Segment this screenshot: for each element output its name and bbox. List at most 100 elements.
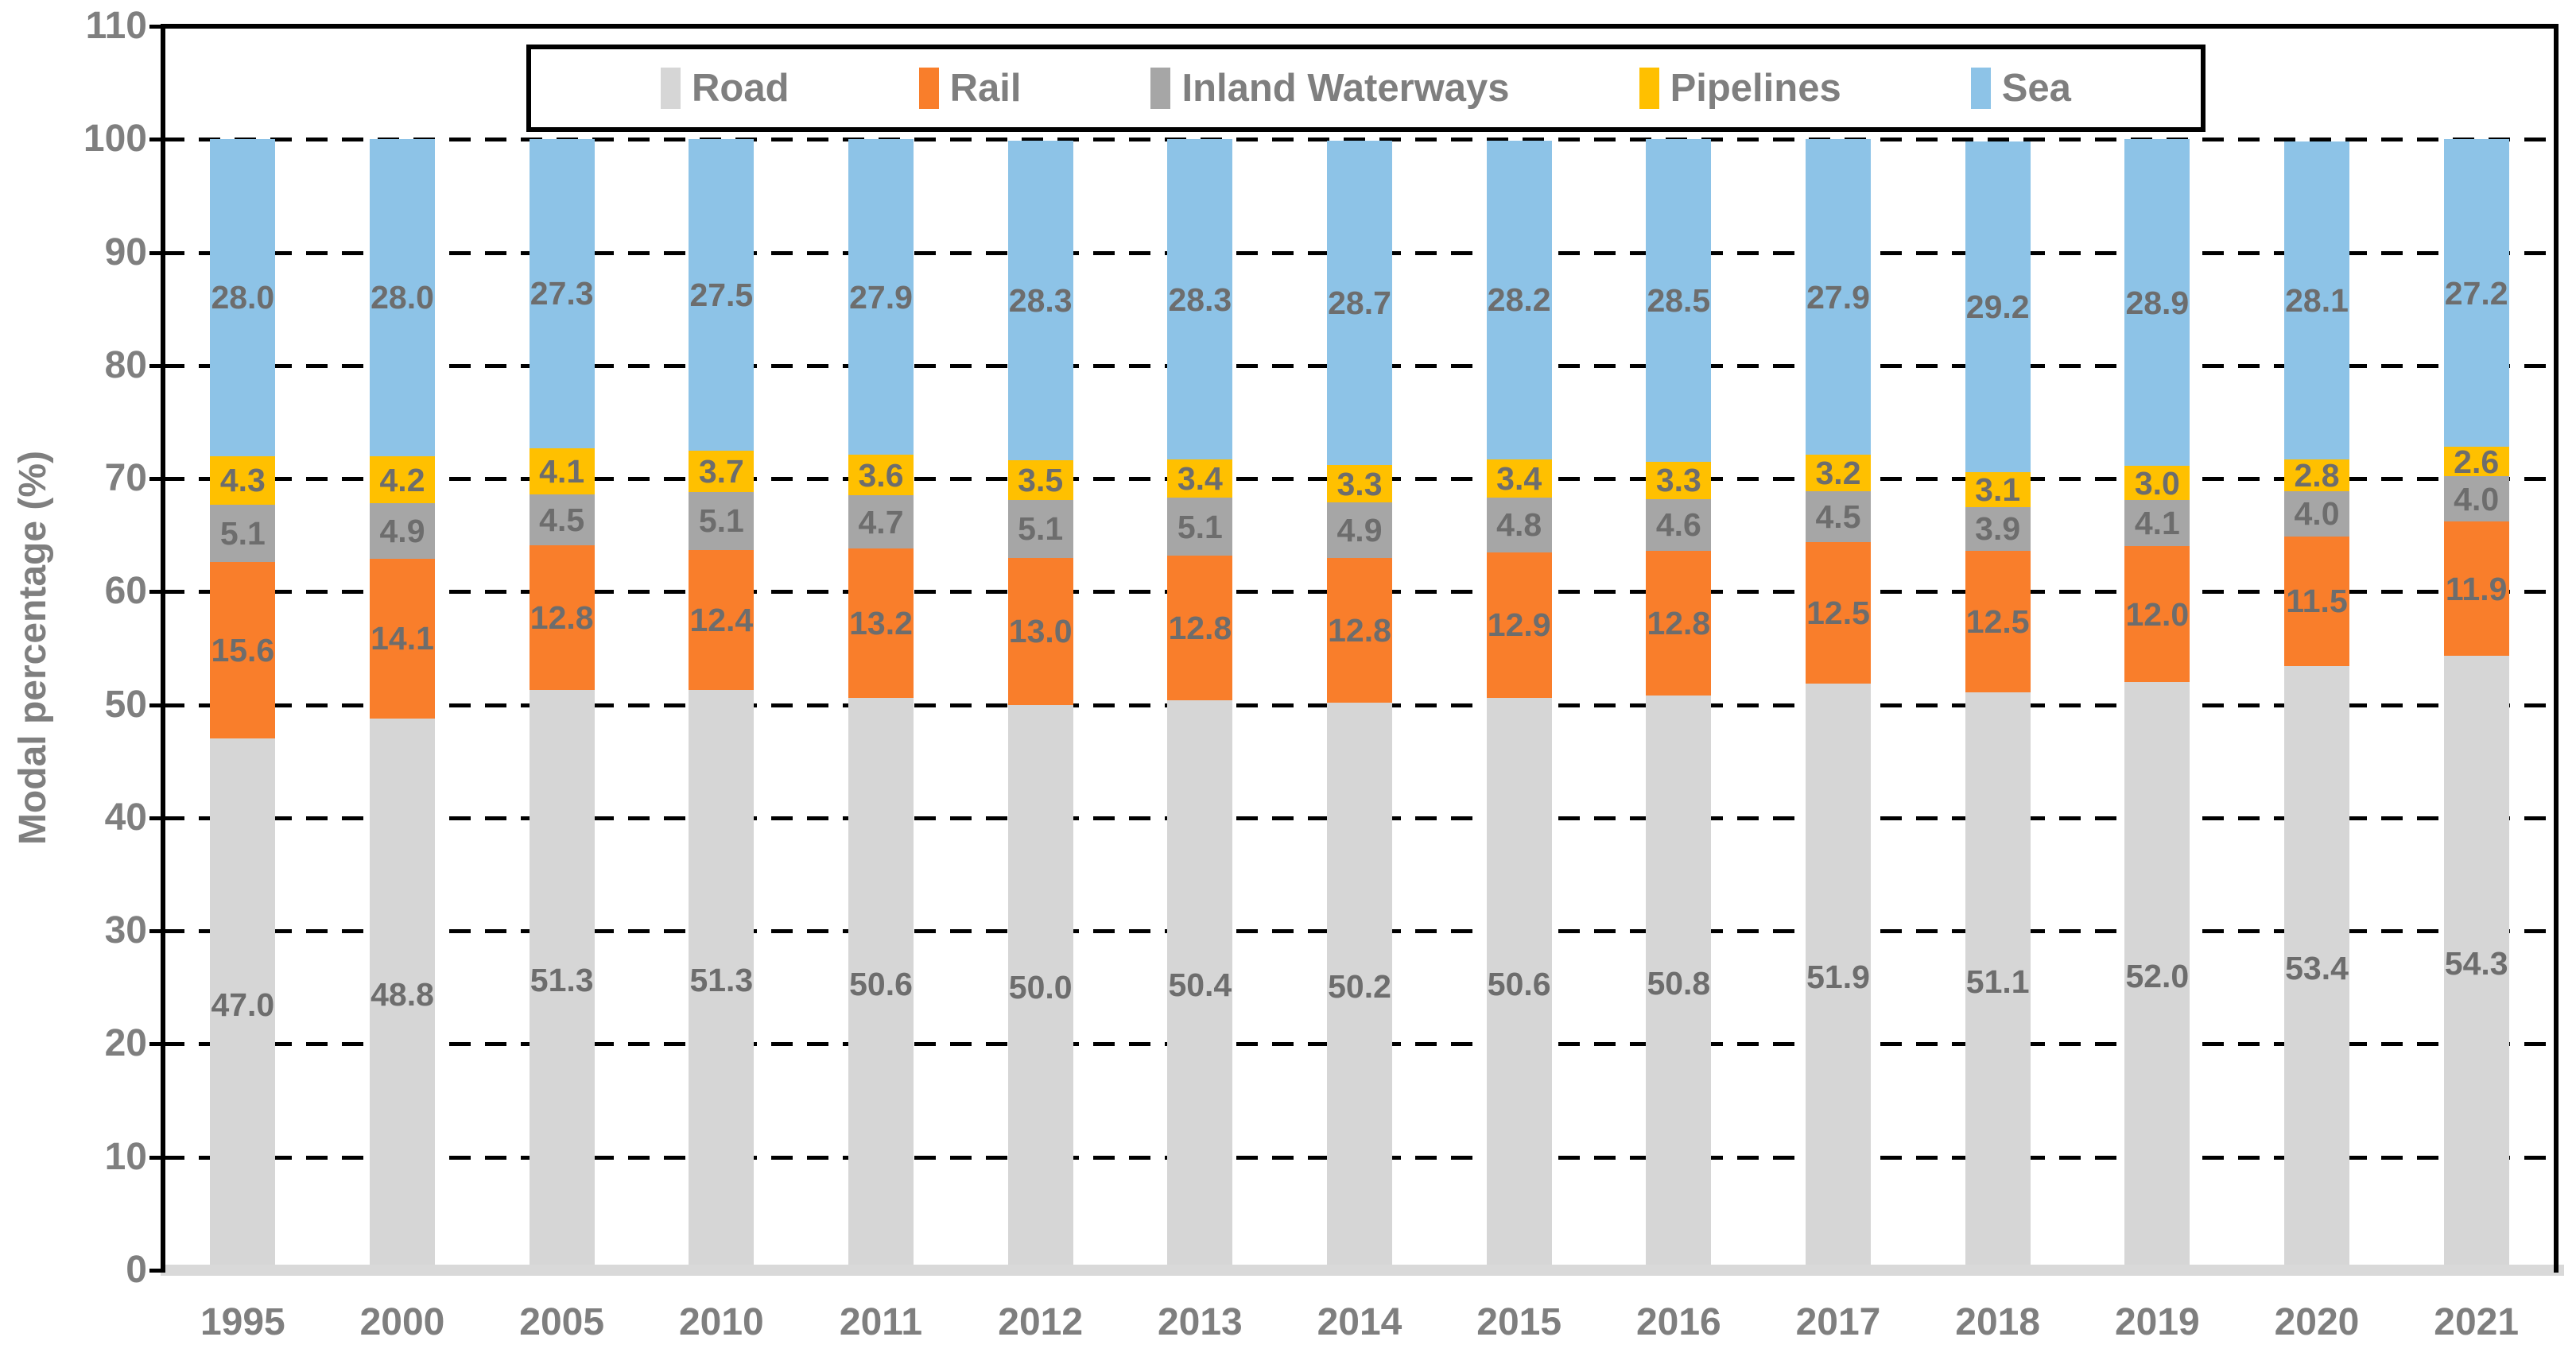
legend-label-rail: Rail xyxy=(949,67,1022,110)
data-label-pipelines-2015: 3.4 xyxy=(1496,460,1542,498)
segment-sea-2015 xyxy=(1486,140,1552,459)
data-label-rail-2011: 13.2 xyxy=(849,605,913,642)
bar-group-2016: 50.8 12.8 4.6 3.3 28.5 xyxy=(1599,26,1759,1270)
bar-group-2021: 54.3 11.9 4.0 2.6 27.2 xyxy=(2396,26,2556,1270)
segment-sea-2005 xyxy=(529,139,595,448)
segment-road-1995 xyxy=(210,738,276,1270)
segment-inland-waterways-2012 xyxy=(1007,500,1073,558)
y-tickmark-20 xyxy=(149,1042,163,1047)
data-label-road-2013: 50.4 xyxy=(1168,967,1232,1004)
x-tick-label-2014: 2014 xyxy=(1317,1301,1402,1343)
data-label-rail-2015: 12.9 xyxy=(1487,606,1551,644)
data-label-inland-waterways-2016: 4.6 xyxy=(1655,506,1701,544)
data-label-road-2011: 50.6 xyxy=(849,966,913,1003)
data-label-sea-2000: 28.0 xyxy=(370,279,434,316)
data-label-road-2005: 51.3 xyxy=(530,962,594,999)
bar-group-2012: 50.0 13.0 5.1 3.5 28.3 xyxy=(960,26,1120,1270)
data-label-sea-1995: 28.0 xyxy=(211,279,275,316)
segment-rail-2019 xyxy=(2124,546,2190,683)
data-label-rail-2020: 11.5 xyxy=(2286,583,2348,620)
segment-sea-2011 xyxy=(848,139,914,455)
data-label-inland-waterways-2015: 4.8 xyxy=(1496,506,1542,544)
x-tick-label-2013: 2013 xyxy=(1157,1301,1243,1343)
data-label-inland-waterways-2010: 5.1 xyxy=(698,502,744,540)
segment-rail-2014 xyxy=(1326,557,1392,703)
x-tick-label-2015: 2015 xyxy=(1476,1301,1562,1343)
segment-rail-2020 xyxy=(2283,536,2349,667)
segment-sea-2021 xyxy=(2443,139,2509,448)
segment-road-2013 xyxy=(1167,699,1233,1270)
bar-group-2010: 51.3 12.4 5.1 3.7 27.5 xyxy=(642,26,801,1270)
data-label-pipelines-2013: 3.4 xyxy=(1177,460,1223,498)
segment-road-2005 xyxy=(529,690,595,1270)
segment-sea-2016 xyxy=(1646,139,1712,462)
x-tick-label-2012: 2012 xyxy=(998,1301,1084,1343)
bar-group-2020: 53.4 11.5 4.0 2.8 28.1 xyxy=(2237,26,2397,1270)
y-tickmark-50 xyxy=(149,703,163,707)
data-label-pipelines-2017: 3.2 xyxy=(1815,454,1861,491)
segment-road-2010 xyxy=(689,690,755,1270)
gridline-100 xyxy=(163,138,2556,142)
data-label-sea-2017: 27.9 xyxy=(1806,278,1870,316)
data-label-road-2010: 51.3 xyxy=(689,962,754,999)
y-tick-label-70: 70 xyxy=(104,457,147,500)
data-label-sea-2019: 28.9 xyxy=(2125,284,2190,321)
data-label-road-2018: 51.1 xyxy=(1965,963,2030,1000)
data-label-pipelines-1995: 4.3 xyxy=(219,462,266,499)
bar-group-2005: 51.3 12.8 4.5 4.1 27.3 xyxy=(482,26,642,1270)
legend-label-sea: Sea xyxy=(2001,67,2071,110)
segment-pipelines-2014 xyxy=(1326,465,1392,502)
data-label-road-2021: 54.3 xyxy=(2444,944,2508,982)
segment-sea-2012 xyxy=(1007,140,1073,461)
segment-road-2021 xyxy=(2443,656,2509,1270)
y-tick-label-90: 90 xyxy=(104,231,147,273)
y-tickmark-40 xyxy=(149,816,163,820)
data-label-road-2014: 50.2 xyxy=(1328,967,1391,1005)
legend-marker-inland-waterways-icon xyxy=(1150,68,1171,109)
segment-inland-waterways-2011 xyxy=(848,495,914,549)
legend-item-pipelines: Pipelines xyxy=(1639,66,1841,110)
legend-item-inland-waterways: Inland Waterways xyxy=(1150,66,1510,110)
data-label-rail-2019: 12.0 xyxy=(2125,595,2190,633)
data-label-inland-waterways-2014: 4.9 xyxy=(1336,511,1383,548)
y-tickmark-80 xyxy=(149,363,163,368)
data-label-road-2019: 52.0 xyxy=(2125,958,2190,995)
x-tick-label-2020: 2020 xyxy=(2274,1301,2360,1343)
segment-sea-2014 xyxy=(1326,140,1392,466)
y-axis-line xyxy=(161,24,165,1273)
segment-rail-2013 xyxy=(1167,555,1233,700)
data-label-sea-2021: 27.2 xyxy=(2444,274,2508,312)
y-tick-label-30: 30 xyxy=(104,909,147,952)
data-label-rail-2012: 13.0 xyxy=(1008,613,1073,650)
segment-inland-waterways-2010 xyxy=(689,492,755,550)
data-label-sea-2011: 27.9 xyxy=(849,278,913,316)
legend-item-rail: Rail xyxy=(918,66,1022,110)
segment-sea-2019 xyxy=(2124,139,2190,467)
y-tick-label-40: 40 xyxy=(104,796,147,839)
data-label-rail-2014: 12.8 xyxy=(1328,611,1391,649)
data-label-pipelines-2005: 4.1 xyxy=(539,452,585,490)
segment-sea-2010 xyxy=(689,139,755,451)
legend-label-inland-waterways: Inland Waterways xyxy=(1181,67,1510,110)
bar-group-2017: 51.9 12.5 4.5 3.2 27.9 xyxy=(1759,26,1918,1270)
data-label-pipelines-2014: 3.3 xyxy=(1336,465,1383,502)
x-tick-label-2005: 2005 xyxy=(519,1301,605,1343)
segment-sea-2018 xyxy=(1965,141,2031,472)
segment-sea-2017 xyxy=(1805,139,1871,455)
segment-pipelines-2005 xyxy=(529,448,595,495)
data-label-inland-waterways-2011: 4.7 xyxy=(858,503,904,541)
y-tickmark-70 xyxy=(149,477,163,482)
segment-sea-1995 xyxy=(210,139,276,456)
data-label-sea-2010: 27.5 xyxy=(689,276,754,313)
segment-pipelines-2016 xyxy=(1646,461,1712,499)
segment-inland-waterways-2005 xyxy=(529,494,595,546)
segment-pipelines-2000 xyxy=(369,455,435,504)
segment-inland-waterways-1995 xyxy=(210,504,276,563)
data-label-pipelines-2021: 2.6 xyxy=(2454,443,2500,480)
legend-marker-road-icon xyxy=(661,68,681,109)
segment-road-2014 xyxy=(1326,702,1392,1270)
data-label-sea-2014: 28.7 xyxy=(1328,284,1391,321)
x-tick-label-2010: 2010 xyxy=(678,1301,764,1343)
data-label-rail-2017: 12.5 xyxy=(1806,594,1870,631)
y-tick-label-0: 0 xyxy=(126,1249,147,1291)
